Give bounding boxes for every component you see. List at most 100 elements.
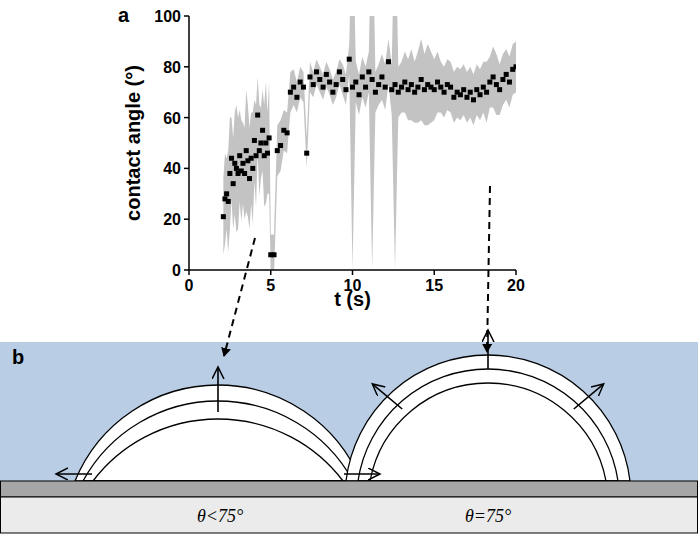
data-point — [422, 87, 427, 92]
growth-arrow — [344, 473, 379, 475]
data-point — [451, 95, 456, 100]
substrate-base — [1, 497, 698, 533]
plot-area — [221, 16, 516, 270]
error-band — [223, 16, 516, 270]
data-point — [260, 128, 265, 133]
data-point — [442, 90, 447, 95]
data-point — [350, 85, 355, 90]
data-point — [314, 69, 319, 74]
y-tick-label: 40 — [163, 160, 181, 177]
data-point — [307, 74, 312, 79]
figure: θ<75°θ=75°b05101520020406080100t (s)cont… — [0, 0, 698, 534]
data-point — [240, 161, 245, 166]
x-tick — [434, 270, 436, 275]
x-tick-label: 20 — [507, 277, 525, 294]
data-point — [389, 87, 394, 92]
data-point — [221, 214, 226, 219]
droplet-shell — [83, 401, 353, 481]
data-point — [432, 87, 437, 92]
growth-arrow — [373, 385, 402, 409]
data-point — [298, 80, 303, 85]
data-point — [487, 80, 492, 85]
data-point — [409, 82, 414, 87]
data-point — [494, 82, 499, 87]
data-point — [363, 85, 368, 90]
data-point — [258, 141, 263, 146]
data-point — [249, 156, 254, 161]
droplet-shell — [358, 369, 618, 481]
data-point — [419, 77, 424, 82]
data-point — [415, 85, 420, 90]
data-point — [478, 92, 483, 97]
data-point — [514, 64, 517, 69]
data-point — [412, 90, 417, 95]
data-point — [504, 72, 509, 77]
data-point — [288, 90, 293, 95]
liquid-background — [0, 342, 698, 481]
data-point — [229, 156, 234, 161]
y-tick-label: 20 — [163, 211, 181, 228]
data-point — [327, 80, 332, 85]
data-point — [250, 166, 255, 171]
data-point — [438, 85, 443, 90]
data-point — [255, 113, 260, 118]
x-tick-label: 15 — [425, 277, 443, 294]
data-point — [386, 59, 391, 64]
x-tick-label: 0 — [185, 277, 194, 294]
data-point — [337, 69, 342, 74]
data-point — [330, 90, 335, 95]
y-tick — [184, 168, 189, 170]
panel-letter: a — [118, 4, 130, 26]
data-point — [311, 82, 316, 87]
y-tick-label: 0 — [172, 262, 181, 279]
data-point — [471, 97, 476, 102]
y-axis-title: contact angle (°) — [122, 65, 144, 221]
data-point — [461, 87, 466, 92]
panel-letter: b — [12, 346, 24, 368]
data-point — [402, 80, 407, 85]
y-tick-label: 60 — [163, 110, 181, 127]
data-point — [474, 87, 479, 92]
droplet-shell — [93, 419, 343, 481]
data-point — [254, 153, 259, 158]
data-point — [317, 77, 322, 82]
data-point — [435, 80, 440, 85]
x-tick — [515, 270, 517, 275]
data-point — [464, 95, 469, 100]
data-point — [272, 252, 277, 257]
y-tick-label: 80 — [163, 59, 181, 76]
data-point — [324, 72, 329, 77]
data-point — [321, 85, 326, 90]
data-point — [357, 92, 362, 97]
data-point — [232, 161, 237, 166]
data-point — [406, 87, 411, 92]
growth-arrow — [574, 385, 603, 409]
data-point — [396, 90, 401, 95]
data-point — [242, 171, 247, 176]
data-point — [244, 148, 249, 153]
data-point — [468, 90, 473, 95]
pointer-arrow — [224, 238, 255, 356]
data-point — [484, 90, 489, 95]
data-point — [340, 77, 345, 82]
data-point — [263, 141, 268, 146]
data-point — [383, 85, 388, 90]
growth-arrow — [57, 473, 92, 475]
data-point — [366, 69, 371, 74]
data-point — [267, 135, 272, 140]
data-point — [379, 74, 384, 79]
droplet-shell — [346, 355, 630, 481]
data-point — [393, 82, 398, 87]
x-tick — [352, 270, 354, 275]
data-point — [304, 151, 309, 156]
data-point — [226, 199, 231, 204]
angle-label: θ=75° — [465, 506, 511, 526]
data-point — [265, 151, 270, 156]
y-tick — [184, 269, 189, 271]
y-tick — [184, 117, 189, 119]
data-point — [234, 166, 239, 171]
data-point — [294, 95, 299, 100]
data-point — [448, 85, 453, 90]
data-point — [458, 92, 463, 97]
y-axis — [188, 16, 190, 270]
